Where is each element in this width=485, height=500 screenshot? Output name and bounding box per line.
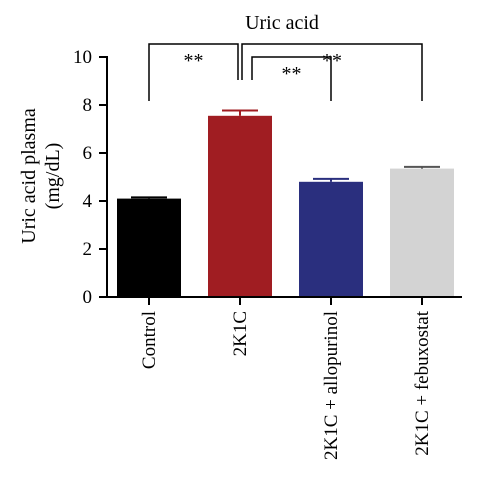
y-tick-label-0: 0 xyxy=(83,287,93,308)
plot-area: 0 2 4 6 8 10 Control 2K1C 2K1C + allopurinol 2K1C… xyxy=(73,43,462,460)
x-tick-label-3: 2K1C + febuxostat xyxy=(412,310,433,455)
y-axis-label: Uric acid plasma (mg/dL) xyxy=(18,108,64,244)
y-tick-label-1: 2 xyxy=(83,239,93,260)
y-tick-label-2: 4 xyxy=(83,191,93,212)
significance-bracket-1 xyxy=(251,56,332,101)
bar-3 xyxy=(390,168,454,297)
significance-label-0: ** xyxy=(184,50,204,72)
x-tick-label-0: Control xyxy=(139,311,160,369)
bar-0 xyxy=(117,198,181,297)
bar-2 xyxy=(299,181,363,297)
x-tick-label-2: 2K1C + allopurinol xyxy=(321,311,342,460)
significance-label-2: ** xyxy=(322,50,342,72)
y-tick-label-4: 8 xyxy=(83,95,93,116)
y-axis-label-line-1: Uric acid plasma xyxy=(18,108,40,244)
y-tick-label-5: 10 xyxy=(73,47,92,68)
significance-bracket-0 xyxy=(148,43,239,101)
significance-label-1: ** xyxy=(282,63,302,85)
bar-1 xyxy=(208,115,272,297)
y-axis-label-line-2: (mg/dL) xyxy=(42,143,64,210)
chart-title: Uric acid xyxy=(245,12,319,34)
x-tick-label-1: 2K1C xyxy=(230,311,251,356)
y-tick-label-3: 6 xyxy=(83,143,93,164)
significance-bracket-2 xyxy=(241,43,423,101)
